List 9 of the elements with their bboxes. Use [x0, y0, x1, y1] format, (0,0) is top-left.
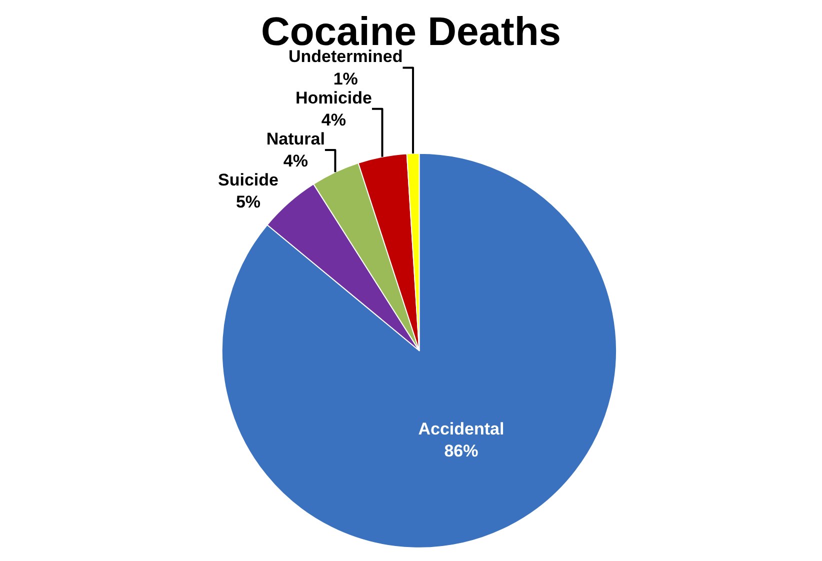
slice-label: Accidental — [418, 419, 504, 438]
slice-label: Suicide — [218, 170, 278, 190]
data-label: 5% — [236, 192, 261, 212]
data-label: 1% — [333, 69, 358, 88]
slice-label: Homicide — [295, 88, 372, 108]
data-label: 86% — [444, 441, 478, 460]
data-label: 4% — [283, 152, 308, 171]
slice-label: Natural — [266, 129, 325, 148]
data-label: 4% — [321, 110, 346, 130]
